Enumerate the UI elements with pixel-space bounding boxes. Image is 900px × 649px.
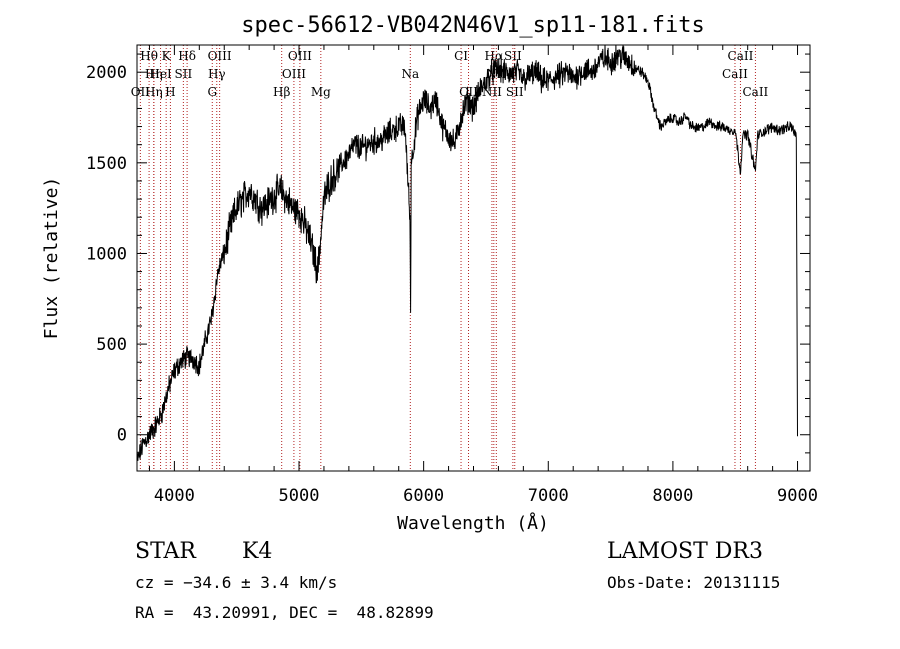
marker-label: SII [506, 85, 524, 99]
marker-label: Hδ [178, 49, 196, 63]
marker-label: H [165, 85, 175, 99]
y-tick-label: 2000 [86, 63, 127, 83]
observation-date: Obs-Date: 20131115 [607, 573, 781, 592]
marker-label: OIII [288, 49, 312, 63]
marker-label: Hη [145, 67, 163, 81]
marker-label: G [207, 85, 217, 99]
marker-label: Hγ [208, 67, 226, 81]
y-tick-label: 500 [96, 335, 127, 355]
survey-name: LAMOST DR3 [607, 539, 763, 564]
marker-label: CII [459, 85, 478, 99]
marker-label: Mg [311, 85, 331, 99]
marker-label: SII [175, 67, 193, 81]
coordinates-readout: RA = 43.20991, DEC = 48.82899 [135, 603, 434, 622]
x-axis-label: Wavelength (Å) [397, 512, 549, 534]
y-axis-ticks: 0 500 1000 1500 2000 [86, 53, 810, 454]
y-tick-label: 1500 [86, 154, 127, 174]
marker-label: CaII [728, 49, 754, 63]
marker-label: HeI [149, 67, 172, 81]
spectrum-line [136, 44, 798, 462]
marker-label: OIII [208, 49, 232, 63]
y-tick-label: 1000 [86, 244, 127, 264]
x-tick-label: 4000 [154, 486, 195, 506]
marker-label: Hθ [140, 49, 158, 63]
y-axis-label: Flux (relative) [41, 177, 62, 340]
marker-label: CaII [742, 85, 768, 99]
marker-label: OII [131, 85, 151, 99]
x-tick-label: 5000 [279, 486, 320, 506]
marker-label: OIII [282, 67, 306, 81]
x-axis-ticks: 4000 5000 6000 7000 8000 9000 [148, 45, 818, 506]
x-tick-label: 8000 [652, 486, 693, 506]
object-subclass: K4 [242, 539, 273, 564]
redshift-readout: cz = −34.6 ± 3.4 km/s [135, 573, 338, 592]
marker-label: Hβ [273, 85, 290, 99]
x-tick-label: 6000 [403, 486, 444, 506]
object-class: STAR [135, 539, 196, 564]
marker-label: SII [504, 49, 522, 63]
marker-label: K [162, 49, 172, 63]
marker-label: Na [401, 67, 419, 81]
spectrum-series [136, 44, 798, 462]
marker-label: CaII [722, 67, 748, 81]
x-tick-label: 9000 [777, 486, 818, 506]
chart-title: spec-56612-VB042N46V1_sp11-181.fits [241, 13, 705, 38]
marker-label: CI [454, 49, 468, 63]
y-tick-label: 0 [117, 426, 127, 446]
x-tick-label: 7000 [528, 486, 569, 506]
marker-label: Hη [145, 85, 163, 99]
